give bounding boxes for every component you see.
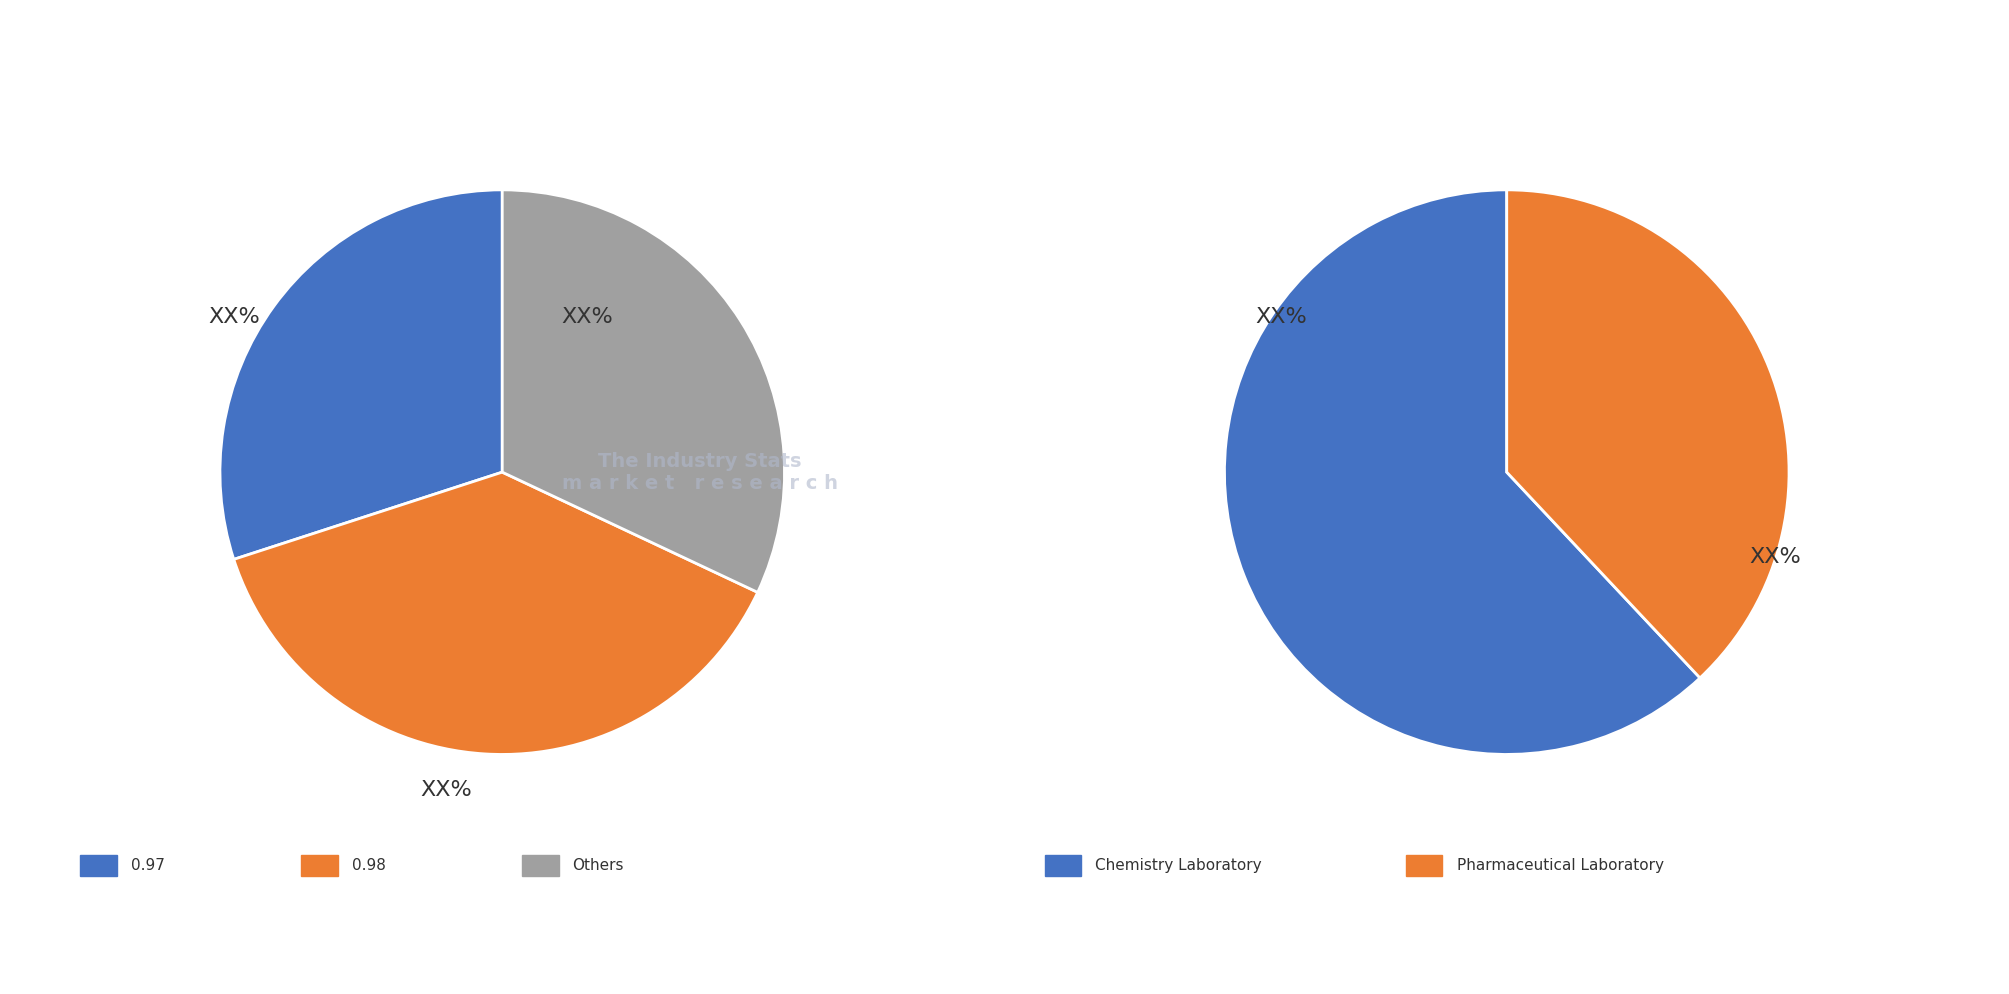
Text: Source: Theindustrystats Analysis: Source: Theindustrystats Analysis bbox=[24, 942, 344, 961]
Text: XX%: XX% bbox=[561, 307, 613, 327]
Text: The Industry Stats
m a r k e t   r e s e a r c h: The Industry Stats m a r k e t r e s e a… bbox=[563, 451, 838, 493]
Text: Fig. Global 1-Ethynyl-3,5-Dimethoxybenzene Market Share by Product Types & Appli: Fig. Global 1-Ethynyl-3,5-Dimethoxybenze… bbox=[24, 48, 1304, 72]
Text: 0.97: 0.97 bbox=[131, 858, 165, 873]
Wedge shape bbox=[233, 472, 757, 754]
Bar bbox=[80, 855, 117, 876]
Bar bbox=[1045, 855, 1081, 876]
Wedge shape bbox=[1223, 190, 1700, 754]
Text: XX%: XX% bbox=[1750, 547, 1800, 567]
Text: Website: www.theindustrystats.com: Website: www.theindustrystats.com bbox=[1643, 942, 1985, 961]
Bar bbox=[301, 855, 338, 876]
Bar bbox=[1406, 855, 1442, 876]
Text: Email: sales@theindustrystats.com: Email: sales@theindustrystats.com bbox=[840, 942, 1169, 961]
Bar bbox=[522, 855, 559, 876]
Wedge shape bbox=[502, 190, 786, 592]
Text: Pharmaceutical Laboratory: Pharmaceutical Laboratory bbox=[1457, 858, 1663, 873]
Wedge shape bbox=[219, 190, 502, 560]
Text: 0.98: 0.98 bbox=[352, 858, 386, 873]
Text: Others: Others bbox=[573, 858, 625, 873]
Wedge shape bbox=[1507, 190, 1790, 678]
Text: Chemistry Laboratory: Chemistry Laboratory bbox=[1095, 858, 1262, 873]
Text: XX%: XX% bbox=[209, 307, 259, 327]
Text: XX%: XX% bbox=[1256, 307, 1306, 327]
Text: XX%: XX% bbox=[420, 779, 472, 800]
